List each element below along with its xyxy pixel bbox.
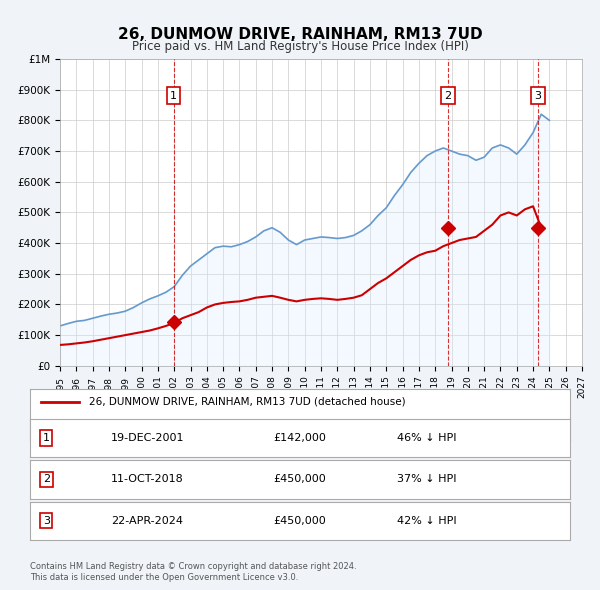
Text: 1: 1 <box>170 91 177 101</box>
Text: 22-APR-2024: 22-APR-2024 <box>111 516 183 526</box>
Text: £142,000: £142,000 <box>273 433 326 443</box>
Text: 26, DUNMOW DRIVE, RAINHAM, RM13 7UD: 26, DUNMOW DRIVE, RAINHAM, RM13 7UD <box>118 27 482 41</box>
Text: £450,000: £450,000 <box>273 474 326 484</box>
Text: 26, DUNMOW DRIVE, RAINHAM, RM13 7UD (detached house): 26, DUNMOW DRIVE, RAINHAM, RM13 7UD (det… <box>89 397 406 407</box>
Text: Price paid vs. HM Land Registry's House Price Index (HPI): Price paid vs. HM Land Registry's House … <box>131 40 469 53</box>
Text: 1: 1 <box>43 433 50 443</box>
Text: 37% ↓ HPI: 37% ↓ HPI <box>397 474 457 484</box>
Text: 2: 2 <box>445 91 451 101</box>
Text: 3: 3 <box>535 91 542 101</box>
Text: 19-DEC-2001: 19-DEC-2001 <box>111 433 185 443</box>
Text: This data is licensed under the Open Government Licence v3.0.: This data is licensed under the Open Gov… <box>30 573 298 582</box>
Text: 46% ↓ HPI: 46% ↓ HPI <box>397 433 457 443</box>
Text: £450,000: £450,000 <box>273 516 326 526</box>
Text: 3: 3 <box>43 516 50 526</box>
Text: 42% ↓ HPI: 42% ↓ HPI <box>397 516 457 526</box>
Text: Contains HM Land Registry data © Crown copyright and database right 2024.: Contains HM Land Registry data © Crown c… <box>30 562 356 571</box>
Text: 2: 2 <box>43 474 50 484</box>
Text: 11-OCT-2018: 11-OCT-2018 <box>111 474 184 484</box>
Text: HPI: Average price, detached house, Havering: HPI: Average price, detached house, Have… <box>89 421 329 431</box>
